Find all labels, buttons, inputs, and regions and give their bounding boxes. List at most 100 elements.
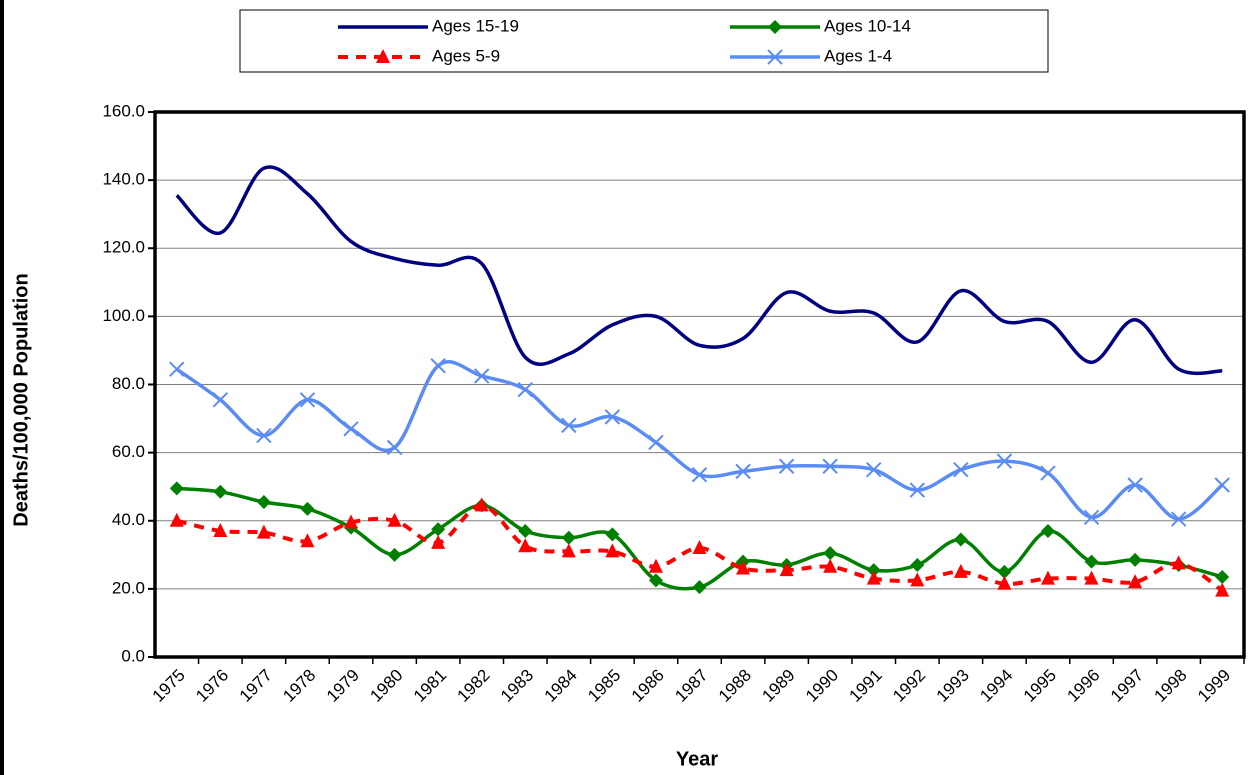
marker	[1215, 582, 1230, 597]
x-tick-label: 1983	[497, 666, 537, 706]
legend-item: Ages 10-14	[730, 16, 911, 35]
marker	[1128, 552, 1143, 567]
marker	[692, 540, 707, 554]
x-tick-label: 1980	[366, 666, 406, 706]
marker	[909, 482, 926, 498]
y-tick-label: 160.0	[102, 101, 145, 120]
x-tick-label: 1994	[976, 666, 1016, 706]
marker	[997, 564, 1012, 579]
marker	[1084, 554, 1099, 569]
x-tick-label: 1986	[628, 666, 668, 706]
marker	[823, 558, 838, 573]
x-tick-label: 1991	[846, 666, 886, 706]
x-tick-label: 1996	[1063, 666, 1103, 706]
marker	[1083, 509, 1100, 526]
marker	[376, 49, 390, 63]
marker	[1127, 477, 1143, 493]
marker	[561, 530, 576, 545]
marker	[169, 512, 184, 527]
marker	[822, 458, 838, 474]
x-axis-title: Year	[676, 748, 718, 770]
x-tick-label: 1987	[671, 666, 711, 706]
marker	[256, 495, 271, 510]
marker	[605, 543, 620, 558]
marker	[169, 481, 184, 496]
y-tick-label: 80.0	[112, 374, 145, 393]
marker	[866, 570, 881, 585]
marker	[343, 421, 359, 437]
x-tick-label: 1993	[933, 666, 973, 706]
marker	[518, 523, 533, 538]
marker	[866, 563, 881, 578]
legend-item: Ages 1-4	[730, 46, 892, 65]
x-tick-label: 1989	[758, 666, 798, 706]
x-tick-label: 1984	[541, 666, 581, 706]
legend-label: Ages 5-9	[432, 46, 500, 65]
marker	[386, 439, 403, 456]
marker	[387, 547, 402, 562]
marker	[561, 417, 577, 434]
marker	[431, 534, 446, 549]
marker	[1040, 570, 1055, 585]
marker	[910, 572, 925, 587]
marker	[213, 484, 228, 499]
marker	[256, 427, 272, 444]
marker	[518, 538, 533, 553]
marker	[736, 560, 751, 575]
marker	[1215, 569, 1230, 584]
marker	[1040, 465, 1056, 481]
marker	[517, 381, 533, 398]
marker	[648, 573, 663, 588]
legend-item: Ages 5-9	[338, 46, 500, 65]
series-line	[176, 486, 1223, 591]
x-tick-label: 1979	[323, 666, 363, 706]
marker	[648, 434, 664, 451]
marker	[767, 49, 783, 65]
x-tick-label: 1976	[192, 666, 232, 706]
marker	[1171, 555, 1186, 570]
marker	[604, 409, 621, 425]
y-axis-title: Deaths/100,000 Population	[10, 273, 32, 526]
marker	[823, 546, 838, 561]
y-tick-label: 0.0	[121, 646, 145, 665]
marker	[691, 467, 708, 483]
legend-box	[239, 9, 1049, 73]
marker	[473, 368, 490, 384]
series-line	[175, 165, 1223, 376]
x-tick-label: 1992	[889, 666, 929, 706]
x-tick-label: 1985	[584, 666, 624, 706]
marker	[648, 558, 663, 573]
marker	[300, 501, 315, 516]
marker	[953, 532, 968, 547]
left-border	[0, 0, 4, 775]
y-tick-label: 100.0	[102, 306, 145, 325]
x-tick-label: 1995	[1020, 666, 1060, 706]
marker	[430, 358, 446, 374]
marker	[169, 361, 185, 377]
marker	[213, 522, 228, 537]
marker	[387, 512, 402, 527]
marker	[779, 562, 794, 577]
marker	[300, 533, 315, 548]
x-tick-label: 1988	[715, 666, 755, 706]
marker	[997, 575, 1012, 590]
marker	[431, 522, 446, 537]
x-tick-label: 1978	[279, 666, 319, 706]
marker	[1084, 570, 1099, 585]
marker	[212, 392, 229, 408]
x-tick-label: 1998	[1150, 666, 1190, 706]
marker	[692, 580, 707, 595]
y-tick-label: 120.0	[102, 238, 145, 257]
marker	[1040, 523, 1055, 538]
legend-label: Ages 10-14	[824, 16, 911, 35]
marker	[605, 527, 620, 542]
plot-border	[153, 110, 1246, 659]
x-tick-label: 1981	[410, 666, 450, 706]
marker	[1128, 574, 1143, 589]
marker	[1214, 477, 1230, 493]
marker	[953, 563, 968, 578]
y-tick-label: 140.0	[102, 170, 145, 189]
legend-label: Ages 15-19	[432, 16, 519, 35]
marker	[474, 497, 489, 512]
